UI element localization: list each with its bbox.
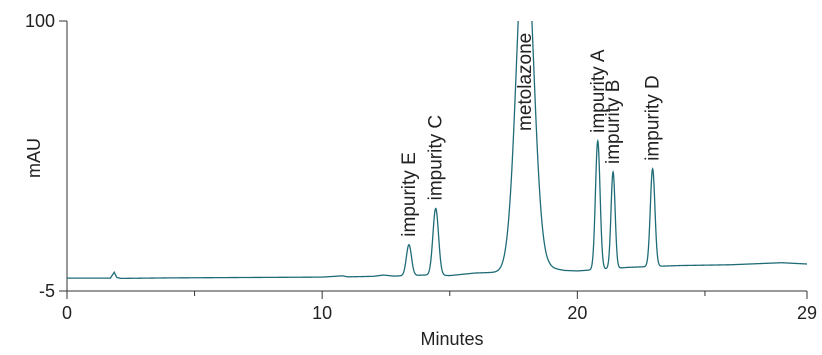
trace-layer <box>67 21 807 280</box>
peak-label: impurity B <box>603 80 624 164</box>
peak-label: impurity C <box>426 115 447 201</box>
x-tick-label: 0 <box>62 303 72 323</box>
axes: 100 -5 0 10 20 29 <box>25 11 817 323</box>
peak-label: impurity D <box>643 75 664 161</box>
x-tick-label: 20 <box>567 303 587 323</box>
y-axis-title: mAU <box>24 138 44 178</box>
y-tick-label: -5 <box>39 281 55 301</box>
peak-label-layer: impurity E impurity C metolazone impurity A… <box>399 33 664 237</box>
x-axis-title: Minutes <box>420 329 483 349</box>
x-tick-label: 10 <box>312 303 332 323</box>
chromatogram-trace <box>67 21 807 280</box>
y-tick-label: 100 <box>25 11 55 31</box>
peak-label: impurity E <box>399 152 420 236</box>
peak-label: impurity A <box>588 49 609 133</box>
x-tick-label: 29 <box>797 303 817 323</box>
peak-label: metolazone <box>515 33 536 131</box>
